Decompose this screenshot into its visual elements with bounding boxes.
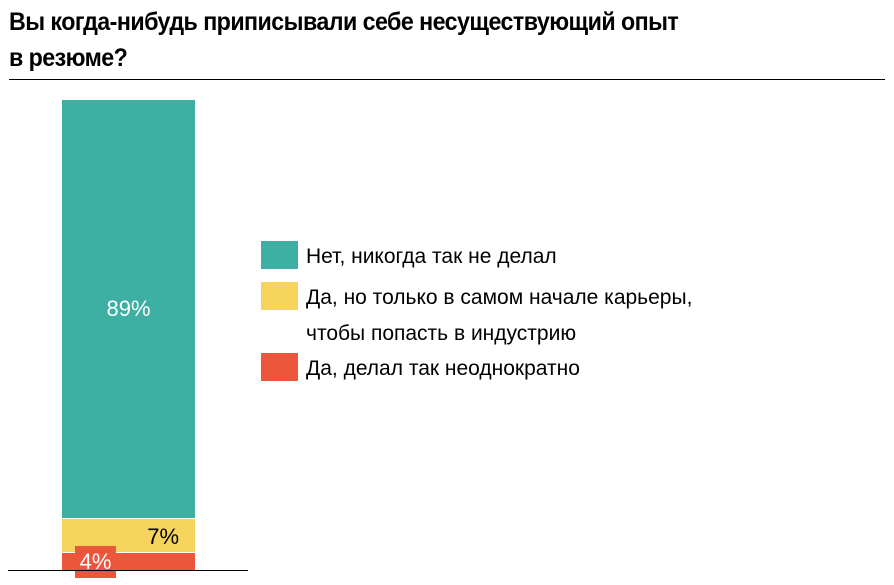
legend-swatch-red <box>261 353 298 381</box>
legend-label-early-career-line-2: чтобы попасть в индустрию <box>306 322 577 345</box>
legend-swatch-yellow <box>261 282 298 310</box>
legend-label-repeatedly: Да, делал так неоднократно <box>306 357 580 380</box>
x-axis-baseline <box>8 570 248 571</box>
legend-label-never: Нет, никогда так не делал <box>306 245 557 268</box>
bar-label-repeatedly: 4% <box>75 546 116 578</box>
legend-label-early-career-line-1: Да, но только в самом начале карьеры, <box>306 286 693 309</box>
bar-segment-never: 89% <box>62 100 195 518</box>
chart-title: Вы когда-нибудь приписывали себе несущес… <box>9 4 818 76</box>
legend-label-early-career: Да, но только в самом начале карьеры, чт… <box>306 280 826 352</box>
bar-label-early-career: 7% <box>147 524 179 549</box>
legend-swatch-teal <box>261 241 298 269</box>
title-divider <box>9 79 885 80</box>
chart-title-line-2: в резюме? <box>9 44 128 72</box>
chart-title-line-1: Вы когда-нибудь приписывали себе несущес… <box>9 8 679 36</box>
bar-label-never: 89% <box>106 296 151 321</box>
